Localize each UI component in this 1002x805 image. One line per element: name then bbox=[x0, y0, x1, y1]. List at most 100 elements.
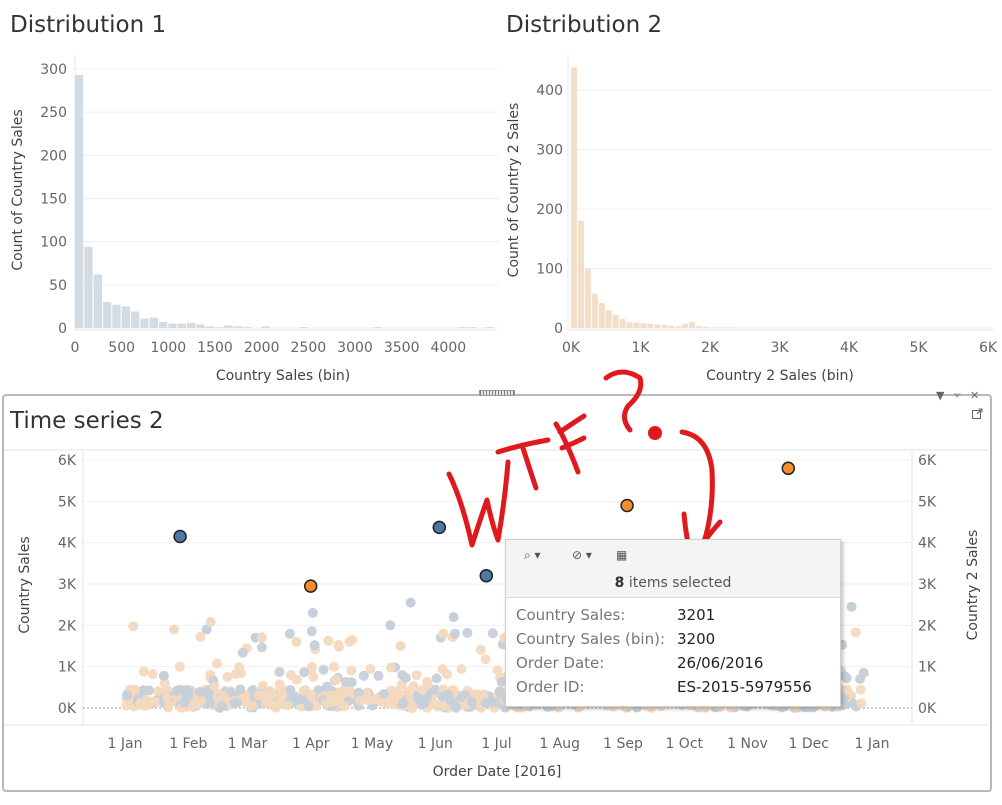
d1-bar bbox=[140, 318, 149, 328]
d1-x-tick: 3500 bbox=[384, 340, 420, 356]
timeseries-title: Time series 2 bbox=[10, 408, 164, 434]
ts-month-tick: 1 Jun bbox=[418, 736, 453, 752]
ts-point bbox=[442, 689, 453, 700]
d2-x-tick: 1K bbox=[631, 340, 650, 356]
ts-point bbox=[456, 692, 467, 702]
ts-point bbox=[362, 695, 373, 706]
ts-point bbox=[346, 665, 357, 676]
ts-point bbox=[256, 642, 267, 653]
ts-point bbox=[222, 672, 233, 682]
ts-point bbox=[183, 691, 194, 702]
ts-point bbox=[856, 698, 867, 709]
ts-point bbox=[365, 664, 376, 674]
d1-y-tick: 100 bbox=[40, 235, 67, 251]
dist2-bars bbox=[571, 67, 980, 329]
d2-y-tick: 300 bbox=[536, 143, 563, 159]
d2-x-tick: 3K bbox=[770, 340, 789, 356]
d2-bar bbox=[626, 322, 633, 328]
ts-month-tick: 1 Sep bbox=[603, 736, 643, 752]
view-data-icon[interactable]: ▦ bbox=[616, 548, 628, 562]
dist2-gridlines bbox=[571, 89, 992, 329]
ts-month-tick: 1 Dec bbox=[789, 736, 829, 752]
ts-point bbox=[437, 664, 448, 675]
ts-point bbox=[291, 636, 302, 647]
popout-icon[interactable] bbox=[972, 404, 983, 419]
ts-point bbox=[386, 693, 397, 704]
d1-x-tick: 1000 bbox=[151, 340, 187, 356]
d2-y-tick: 100 bbox=[536, 262, 563, 278]
d1-x-tick: 3000 bbox=[337, 340, 373, 356]
ts-point bbox=[256, 632, 267, 643]
ts-point bbox=[318, 664, 329, 675]
d2-bar bbox=[605, 310, 612, 328]
ts-selected-point bbox=[303, 579, 318, 593]
dist1-chart[interactable]: 0 50 100 150 200 250 300 0 500 1000 1500 2000 2500 3… bbox=[0, 0, 500, 392]
ts-point bbox=[328, 690, 338, 701]
ts-point bbox=[321, 681, 332, 692]
ts-right-tick: 2K bbox=[918, 618, 937, 634]
ts-point bbox=[122, 690, 133, 701]
ts-point bbox=[408, 681, 419, 692]
ts-point bbox=[354, 695, 365, 706]
ts-left-tick: 0K bbox=[58, 701, 77, 717]
dropdown-icon[interactable]: ▼ bbox=[936, 389, 945, 402]
exclude-icon[interactable]: ⊘ ▾ bbox=[572, 548, 592, 562]
ts-right-ticks: 0K 1K 2K 3K 4K 5K 6K bbox=[918, 453, 937, 717]
ts-point bbox=[323, 635, 334, 646]
ts-point bbox=[450, 628, 460, 639]
ts-point bbox=[496, 676, 507, 687]
ts-point bbox=[850, 627, 861, 638]
ts-point bbox=[188, 700, 199, 711]
ts-point bbox=[306, 689, 317, 700]
ts-point bbox=[361, 687, 372, 698]
d1-bar bbox=[299, 327, 308, 328]
keep-only-icon[interactable]: ⌕ ▾ bbox=[524, 548, 541, 562]
selection-tooltip[interactable]: ⌕ ▾ ⊘ ▾ ▦ 8 items selected Country Sales… bbox=[505, 539, 841, 707]
d1-bar bbox=[93, 274, 102, 328]
ts-point bbox=[340, 687, 351, 698]
ts-point bbox=[438, 628, 449, 639]
resize-handle[interactable] bbox=[479, 390, 515, 396]
d2-y-tick: 200 bbox=[536, 202, 563, 218]
ts-point bbox=[480, 654, 491, 665]
ts-point bbox=[330, 674, 341, 685]
ts-point bbox=[413, 693, 424, 704]
d2-x-tick: 6K bbox=[979, 340, 998, 356]
ts-selected-point bbox=[432, 520, 447, 535]
ts-point bbox=[303, 701, 314, 712]
ts-right-tick: 6K bbox=[918, 453, 937, 469]
ts-point bbox=[462, 627, 473, 638]
dist1-y-ticks: 0 50 100 150 200 250 300 bbox=[40, 62, 67, 337]
d2-bar bbox=[682, 323, 689, 328]
ts-point bbox=[422, 692, 432, 703]
d2-y-tick: 400 bbox=[536, 83, 563, 99]
ts-point bbox=[839, 671, 850, 682]
ts-point bbox=[475, 644, 486, 655]
ts-point bbox=[373, 670, 384, 681]
d2-bar bbox=[716, 327, 723, 328]
ts-point bbox=[456, 664, 467, 674]
ts-point bbox=[309, 640, 320, 651]
dist2-x-label: Country 2 Sales (bin) bbox=[706, 368, 854, 384]
ts-point bbox=[138, 666, 149, 677]
dist1-bars bbox=[75, 75, 494, 328]
ts-month-ticks: 1 Jan 1 Feb 1 Mar 1 Apr 1 May 1 Jun 1 Jul 1 Aug… bbox=[108, 736, 890, 752]
ts-point bbox=[212, 658, 223, 669]
ts-right-tick: 4K bbox=[918, 536, 937, 552]
ts-point bbox=[339, 701, 350, 712]
dist2-x-ticks: 0K 1K 2K 3K 4K 5K 6K bbox=[562, 340, 998, 356]
d1-bar bbox=[177, 323, 186, 328]
ts-point bbox=[298, 685, 309, 696]
d1-bar bbox=[457, 327, 466, 328]
ts-point bbox=[158, 670, 169, 681]
close-icon[interactable]: ✕ bbox=[970, 389, 980, 402]
ts-point bbox=[487, 628, 498, 639]
ts-point bbox=[270, 702, 281, 713]
dist2-title: Distribution 2 bbox=[506, 12, 663, 38]
dist2-chart[interactable]: 0 100 200 300 400 0K 1K 2K 3K 4K 5K 6K Country 2 S… bbox=[500, 0, 1000, 392]
filter-icon[interactable]: ⏷ bbox=[953, 389, 962, 402]
ts-right-tick: 1K bbox=[918, 660, 937, 676]
d1-bar bbox=[224, 325, 233, 328]
ts-point bbox=[398, 697, 409, 708]
